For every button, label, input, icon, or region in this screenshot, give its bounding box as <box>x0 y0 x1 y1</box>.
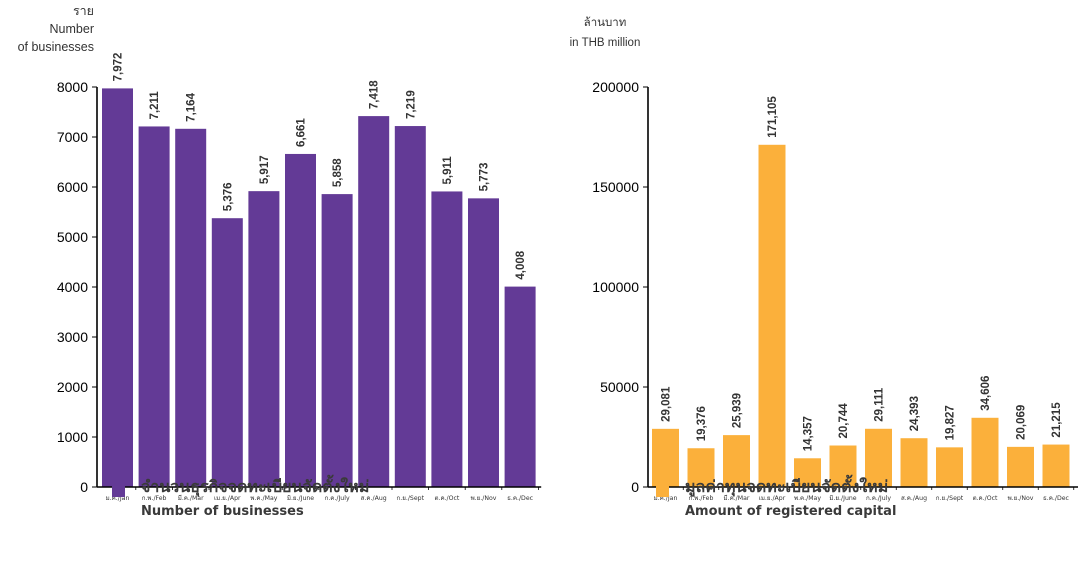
bar <box>758 144 786 488</box>
x-tick-label: ก.พ./Feb <box>689 495 714 502</box>
y-tick-label: 2000 <box>57 379 88 395</box>
y-tick-label: 4000 <box>57 279 88 295</box>
x-tick-label: พ.ค./May <box>794 495 821 502</box>
x-tick-label: ส.ค./Aug <box>361 495 387 502</box>
y-tick-label: 100000 <box>592 279 639 295</box>
legend-label-th: มูลค่าทุนจดทะเบียนจัดตั้งใหม่ <box>685 477 889 496</box>
bar <box>394 126 426 488</box>
data-label: 4,008 <box>515 250 527 279</box>
y-tick-label: 150000 <box>592 179 639 195</box>
data-label: 5,911 <box>442 156 454 185</box>
bar <box>1042 444 1070 487</box>
x-tick-label: ม.ค./Jan <box>106 495 130 502</box>
legend-label-th: จำนวนธุรกิจจดทะเบียนจัดตั้งใหม่ <box>141 477 370 496</box>
x-tick-label: ก.พ./Feb <box>142 495 167 502</box>
x-tick-label: ก.ค./July <box>325 495 350 502</box>
bar <box>102 88 133 488</box>
y-tick-label: 6000 <box>57 179 88 195</box>
legend-swatch-capital <box>656 484 669 497</box>
x-tick-label: มิ.ย./June <box>829 495 856 502</box>
y-tick-label: 0 <box>631 479 639 495</box>
bar <box>936 447 963 487</box>
data-label: 7,211 <box>149 91 161 120</box>
x-tick-label: ส.ค./Aug <box>901 495 927 502</box>
y-tick-label: 50000 <box>600 379 639 395</box>
data-label: 7,219 <box>405 90 417 119</box>
bar <box>248 191 280 487</box>
data-label: 19,827 <box>945 405 957 440</box>
x-tick-label: ธ.ค./Dec <box>1043 495 1070 502</box>
legend-swatch-businesses <box>112 484 125 497</box>
bar <box>687 448 715 487</box>
x-tick-label: มิ.ย./June <box>287 495 314 502</box>
legend-label-en: Number of businesses <box>141 504 304 519</box>
bar <box>138 126 170 487</box>
data-label: 5,376 <box>222 182 234 211</box>
bar <box>900 438 928 487</box>
data-label: 21,215 <box>1051 402 1063 438</box>
data-label: 7,418 <box>369 80 381 109</box>
bar <box>468 198 499 487</box>
data-label: 19,376 <box>696 406 708 441</box>
bar <box>504 286 536 487</box>
bar <box>211 218 243 487</box>
x-tick-label: เม.ย./Apr <box>759 495 786 502</box>
x-tick-label: ต.ค./Oct <box>434 495 459 502</box>
bar <box>971 417 999 487</box>
unit-label: Number <box>50 22 94 36</box>
data-label: 7,972 <box>113 53 125 82</box>
unit-label: ล้านบาท <box>584 16 627 29</box>
data-label: 20,744 <box>838 403 850 439</box>
y-tick-label: 0 <box>80 479 88 495</box>
y-tick-label: 7000 <box>57 129 88 145</box>
data-label: 171,105 <box>767 96 779 138</box>
data-label: 29,081 <box>661 386 673 422</box>
data-label: 5,858 <box>332 158 344 187</box>
data-label: 20,069 <box>1016 405 1028 440</box>
bar <box>652 428 679 487</box>
x-tick-label: ม.ค./Jan <box>654 495 678 502</box>
bar <box>829 445 857 487</box>
x-tick-label: ก.ย./Sept <box>936 495 964 502</box>
bar <box>321 194 353 487</box>
data-label: 24,393 <box>909 396 921 431</box>
x-tick-label: ก.ค./July <box>866 495 891 502</box>
x-tick-label: มี.ค./Mar <box>178 494 204 502</box>
y-tick-label: 200000 <box>592 79 639 95</box>
unit-label: of businesses <box>18 40 94 54</box>
data-label: 7,164 <box>186 92 198 121</box>
data-label: 34,606 <box>980 376 992 411</box>
bar <box>285 153 316 487</box>
bar <box>431 191 463 487</box>
bar <box>723 435 750 487</box>
x-tick-label: พ.ย./Nov <box>1008 495 1034 502</box>
bar <box>794 458 821 487</box>
legend-label-en: Amount of registered capital <box>685 504 897 519</box>
bar <box>865 428 892 487</box>
data-label: 14,357 <box>803 416 815 451</box>
y-tick-label: 5000 <box>57 229 88 245</box>
data-label: 25,939 <box>732 393 744 428</box>
bar <box>358 116 390 487</box>
x-tick-label: พ.ค./May <box>250 495 277 502</box>
bar <box>1007 446 1034 487</box>
data-label: 29,111 <box>874 387 886 422</box>
x-tick-label: ต.ค./Oct <box>973 495 998 502</box>
y-tick-label: 1000 <box>57 429 88 445</box>
x-tick-label: มี.ค./Mar <box>724 494 750 502</box>
x-tick-label: เม.ย./Apr <box>214 495 241 502</box>
data-label: 5,773 <box>479 163 491 192</box>
x-tick-label: ธ.ค./Dec <box>507 495 534 502</box>
unit-label: ราย <box>73 4 94 18</box>
bar <box>175 128 207 488</box>
data-label: 6,661 <box>296 118 308 147</box>
y-tick-label: 3000 <box>57 329 88 345</box>
data-label: 5,917 <box>259 155 271 184</box>
x-tick-label: ก.ย./Sept <box>397 495 425 502</box>
unit-label: in THB million <box>570 37 641 49</box>
x-tick-label: พ.ย./Nov <box>471 495 497 502</box>
y-tick-label: 8000 <box>57 79 88 95</box>
